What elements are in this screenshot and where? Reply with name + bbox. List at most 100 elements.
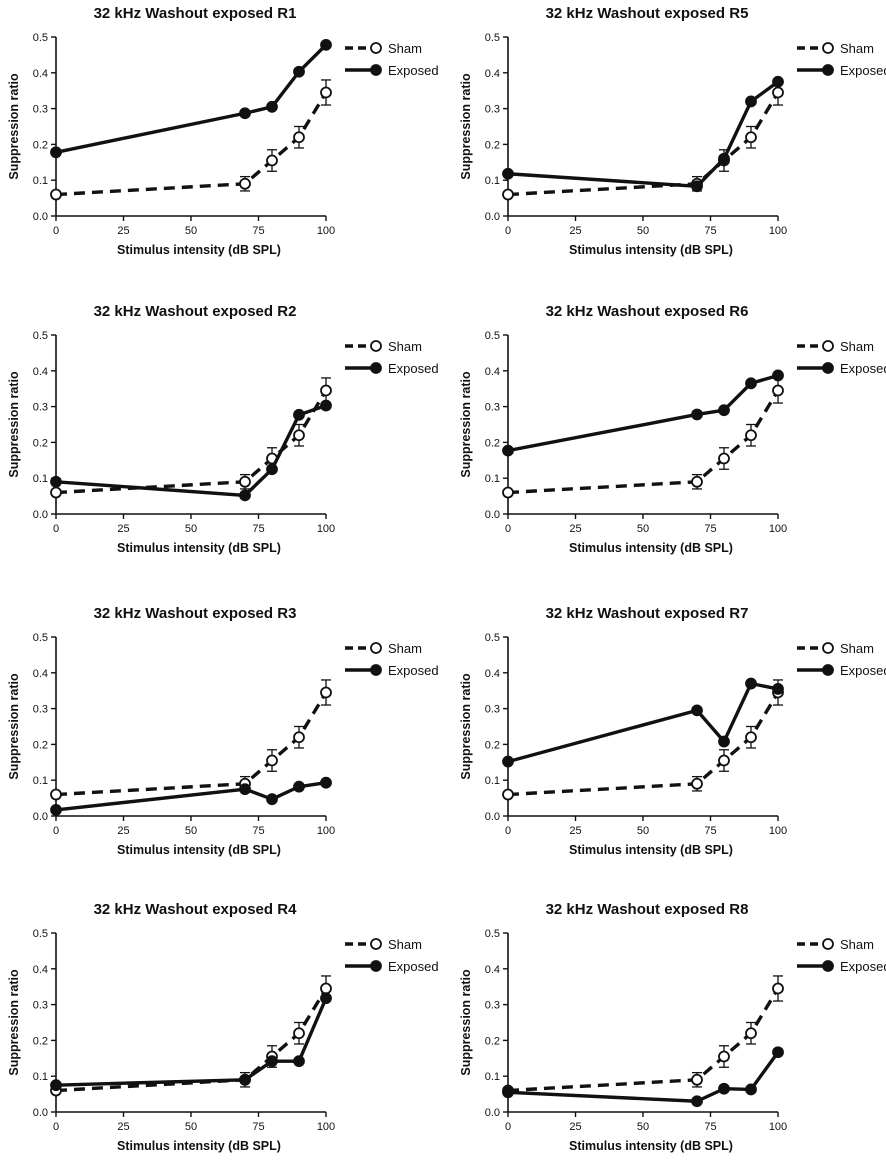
chart-title: 32 kHz Washout exposed R3 <box>94 605 297 622</box>
data-point-sham <box>502 788 514 801</box>
data-point-sham <box>266 754 278 767</box>
x-tick-label: 100 <box>317 225 335 237</box>
data-point-exposed <box>691 1095 703 1108</box>
data-point-sham <box>50 188 62 201</box>
data-point-exposed <box>50 475 62 488</box>
y-tick-label: 0.5 <box>485 928 500 940</box>
data-point-sham <box>50 788 62 801</box>
x-axis-label: Stimulus intensity (dB SPL) <box>569 1139 733 1153</box>
y-tick-label: 0.5 <box>485 632 500 644</box>
x-axis-label: Stimulus intensity (dB SPL) <box>569 843 733 857</box>
data-point-exposed <box>266 793 278 806</box>
series-line-sham <box>507 987 780 1093</box>
legend-label: Sham <box>388 641 422 656</box>
data-point-exposed <box>239 1073 251 1086</box>
x-axis-label: Stimulus intensity (dB SPL) <box>569 541 733 555</box>
x-tick-label: 0 <box>505 825 511 837</box>
data-point-exposed <box>293 408 305 421</box>
chart-svg: 32 kHz Washout exposed R1 0.0 0.1 0.2 0.3 0.4… <box>7 5 439 257</box>
legend-item-sham: Sham <box>345 339 422 354</box>
y-tick-label: 0.4 <box>485 366 500 378</box>
y-tick-label: 0.3 <box>33 104 48 116</box>
chart-title: 32 kHz Washout exposed R4 <box>94 901 297 918</box>
series-line-exposed <box>55 997 328 1087</box>
y-tick-label: 0.5 <box>485 330 500 342</box>
x-tick-label: 50 <box>185 825 197 837</box>
legend-item-sham: Sham <box>797 641 874 656</box>
chart-svg: 32 kHz Washout exposed R3 0.0 0.1 0.2 0.3 0.4… <box>7 605 439 857</box>
data-point-sham <box>772 384 784 397</box>
data-point-sham <box>772 982 784 995</box>
data-point-sham <box>718 754 730 767</box>
data-point-sham <box>691 1073 703 1086</box>
legend-item-exposed: Exposed <box>797 63 886 78</box>
chart-title: 32 kHz Washout exposed R2 <box>94 303 297 320</box>
x-tick-label: 50 <box>637 523 649 535</box>
legend-label: Exposed <box>840 361 886 376</box>
y-tick-label: 0.4 <box>485 964 500 976</box>
y-tick-label: 0.2 <box>33 739 48 751</box>
x-tick-label: 75 <box>704 225 716 237</box>
x-tick-label: 50 <box>185 1121 197 1133</box>
y-tick-label: 0.4 <box>485 668 500 680</box>
x-tick-label: 50 <box>185 523 197 535</box>
data-point-sham <box>293 429 305 442</box>
legend-item-sham: Sham <box>345 937 422 952</box>
x-axis-label: Stimulus intensity (dB SPL) <box>117 243 281 257</box>
x-tick-label: 0 <box>53 523 59 535</box>
y-tick-label: 0.1 <box>485 175 500 187</box>
y-tick-label: 0.3 <box>33 402 48 414</box>
data-point-exposed <box>502 167 514 180</box>
data-point-sham <box>772 86 784 99</box>
chart-panel: 32 kHz Washout exposed R6 0.0 0.1 0.2 0.3 0.4… <box>452 298 886 562</box>
chart-svg: 32 kHz Washout exposed R2 0.0 0.1 0.2 0.3 0.4… <box>7 303 439 555</box>
y-tick-label: 0.2 <box>33 139 48 151</box>
y-tick-label: 0.2 <box>33 1035 48 1047</box>
legend-label: Exposed <box>840 63 886 78</box>
y-axis-label: Suppression ratio <box>459 371 473 478</box>
data-point-exposed <box>745 377 757 390</box>
legend-label: Exposed <box>388 361 439 376</box>
data-point-sham <box>745 731 757 744</box>
y-tick-label: 0.0 <box>485 811 500 823</box>
data-point-exposed <box>745 677 757 690</box>
data-point-exposed <box>50 1079 62 1092</box>
chart-svg: 32 kHz Washout exposed R5 0.0 0.1 0.2 0.3 0.4… <box>459 5 886 257</box>
series-line-exposed <box>507 1051 780 1103</box>
x-tick-label: 25 <box>117 523 129 535</box>
y-tick-label: 0.5 <box>33 632 48 644</box>
y-tick-label: 0.0 <box>33 509 48 521</box>
chart-panel: 32 kHz Washout exposed R8 0.0 0.1 0.2 0.3 0.4… <box>452 896 886 1160</box>
x-tick-label: 50 <box>637 1121 649 1133</box>
chart-title: 32 kHz Washout exposed R7 <box>546 605 749 622</box>
data-point-sham <box>745 131 757 144</box>
data-point-exposed <box>691 408 703 421</box>
data-point-sham <box>50 486 62 499</box>
y-tick-label: 0.0 <box>485 1107 500 1119</box>
data-point-sham <box>745 429 757 442</box>
legend-item-sham: Sham <box>797 339 874 354</box>
chart-panel: 32 kHz Washout exposed R4 0.0 0.1 0.2 0.3 0.4… <box>0 896 443 1160</box>
y-tick-label: 0.0 <box>33 211 48 223</box>
chart-title: 32 kHz Washout exposed R8 <box>546 901 749 918</box>
data-point-exposed <box>239 489 251 502</box>
y-tick-label: 0.5 <box>33 330 48 342</box>
data-point-exposed <box>320 399 332 412</box>
data-point-exposed <box>502 1086 514 1099</box>
y-axis-label: Suppression ratio <box>7 73 21 180</box>
y-axis-label: Suppression ratio <box>7 371 21 478</box>
data-point-exposed <box>772 369 784 382</box>
x-tick-label: 25 <box>569 523 581 535</box>
y-axis-label: Suppression ratio <box>7 673 21 780</box>
x-tick-label: 75 <box>252 225 264 237</box>
y-tick-label: 0.2 <box>485 739 500 751</box>
data-point-exposed <box>239 107 251 120</box>
data-point-sham <box>320 384 332 397</box>
y-tick-label: 0.3 <box>485 104 500 116</box>
y-tick-label: 0.4 <box>33 668 48 680</box>
x-tick-label: 100 <box>317 523 335 535</box>
x-tick-label: 75 <box>704 523 716 535</box>
y-tick-label: 0.3 <box>33 704 48 716</box>
chart-svg: 32 kHz Washout exposed R4 0.0 0.1 0.2 0.3 0.4… <box>7 901 439 1153</box>
y-tick-label: 0.1 <box>485 775 500 787</box>
